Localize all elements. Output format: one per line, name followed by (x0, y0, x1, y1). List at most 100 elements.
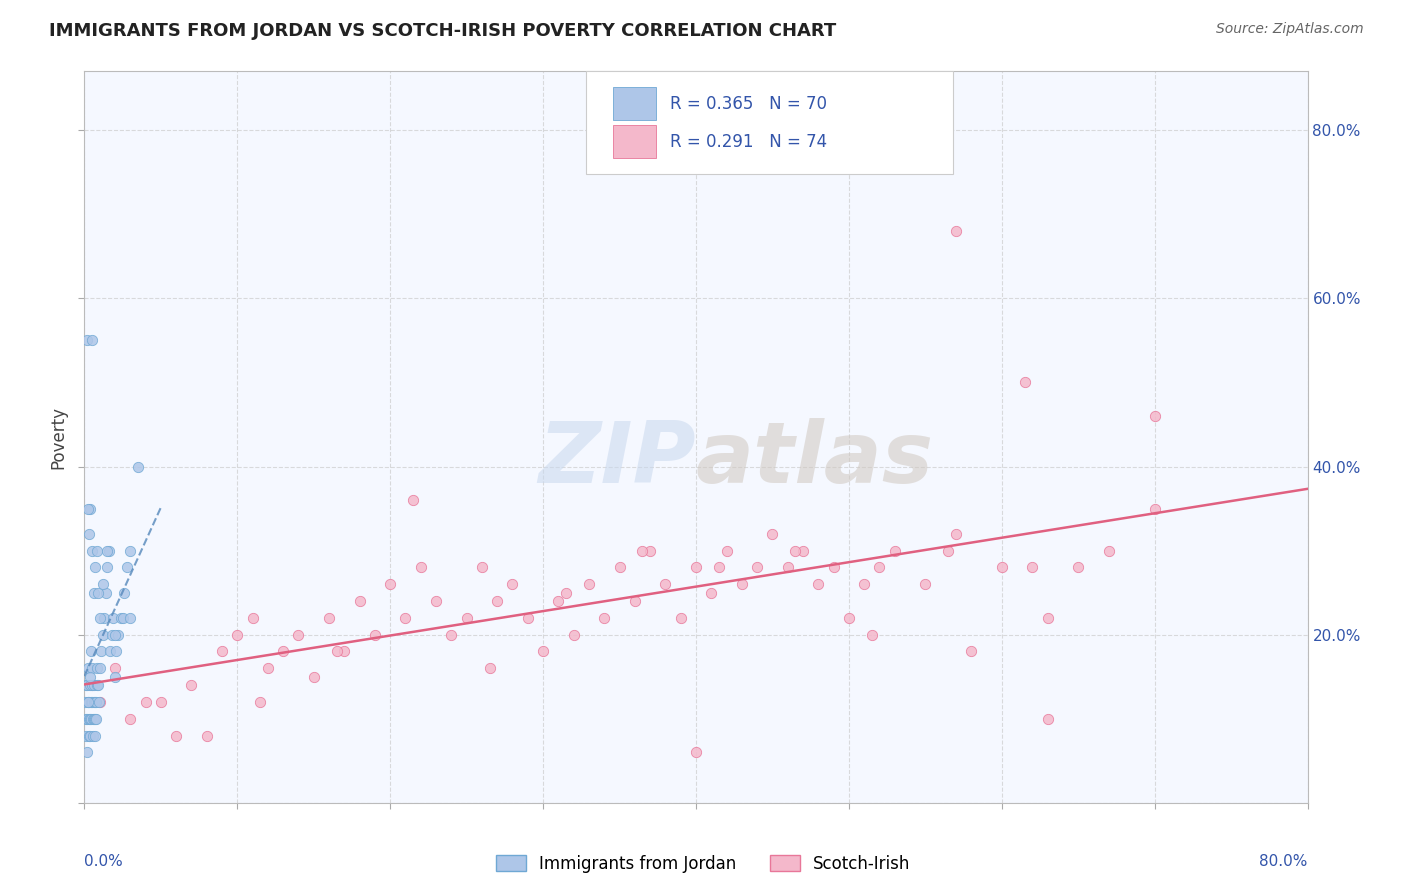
Text: R = 0.291   N = 74: R = 0.291 N = 74 (671, 133, 827, 151)
Point (700, 585, 723, 599)
Point (115, 560, 138, 574)
Point (380, 577, 402, 591)
Point (77, 695, 100, 709)
Point (471, 560, 494, 574)
Point (103, 611, 125, 625)
Legend: Immigrants from Jordan, Scotch-Irish: Immigrants from Jordan, Scotch-Irish (489, 848, 917, 880)
Point (685, 745, 707, 759)
Point (1067, 560, 1090, 574)
Point (785, 543, 807, 558)
Point (87, 695, 110, 709)
Point (578, 577, 600, 591)
Point (97, 543, 120, 558)
Point (1098, 543, 1121, 558)
Point (84, 712, 107, 726)
Point (80, 678, 103, 692)
Point (83, 712, 105, 726)
Point (87, 585, 110, 599)
Point (593, 611, 616, 625)
Point (79, 729, 101, 743)
Point (120, 543, 142, 558)
Point (91, 627, 114, 641)
Point (180, 678, 202, 692)
Point (1014, 376, 1036, 390)
Point (94, 585, 117, 599)
Point (945, 224, 967, 238)
Point (211, 644, 233, 658)
Point (349, 594, 371, 608)
Point (486, 594, 509, 608)
Point (98, 644, 121, 658)
Point (631, 543, 654, 558)
Point (936, 543, 959, 558)
Point (110, 611, 132, 625)
Point (80, 678, 103, 692)
Point (82, 695, 104, 709)
Point (302, 670, 325, 684)
Point (77, 501, 100, 516)
Point (257, 661, 280, 675)
Point (76, 712, 98, 726)
Point (226, 627, 249, 641)
Point (86, 661, 108, 675)
Point (555, 585, 578, 599)
Point (456, 611, 478, 625)
Text: atlas: atlas (696, 417, 934, 500)
Point (761, 526, 783, 541)
Point (425, 594, 447, 608)
Point (478, 661, 501, 675)
Point (609, 560, 631, 574)
Point (76, 661, 98, 675)
Point (77, 729, 100, 743)
Point (127, 459, 149, 474)
Text: 80.0%: 80.0% (1260, 854, 1308, 869)
Point (853, 577, 876, 591)
Point (89, 611, 111, 625)
Point (79, 712, 101, 726)
Point (104, 670, 127, 684)
Point (77, 526, 100, 541)
Y-axis label: Poverty: Poverty (49, 406, 67, 468)
FancyBboxPatch shape (586, 71, 953, 174)
Point (96, 543, 118, 558)
Point (107, 627, 129, 641)
Point (84, 695, 107, 709)
Point (1143, 409, 1166, 423)
Point (75, 712, 97, 726)
Point (716, 543, 738, 558)
Point (76, 334, 98, 348)
Point (77, 712, 100, 726)
Point (242, 611, 264, 625)
Point (120, 611, 142, 625)
Point (707, 560, 730, 574)
Point (83, 585, 105, 599)
Point (823, 560, 845, 574)
Point (89, 695, 111, 709)
Point (195, 729, 218, 743)
Point (91, 577, 114, 591)
Point (531, 644, 554, 658)
Point (77, 695, 100, 709)
Point (838, 611, 860, 625)
Point (333, 644, 356, 658)
Point (960, 644, 983, 658)
Point (364, 627, 387, 641)
Point (83, 695, 105, 709)
Point (86, 678, 108, 692)
Point (135, 695, 157, 709)
Point (731, 577, 754, 591)
Point (80, 644, 103, 658)
Point (394, 611, 416, 625)
Point (547, 594, 569, 608)
Text: 0.0%: 0.0% (84, 854, 124, 869)
Point (638, 543, 661, 558)
Point (502, 577, 524, 591)
Point (84, 729, 107, 743)
Point (80, 712, 103, 726)
Point (402, 493, 425, 508)
Point (82, 712, 104, 726)
Point (75, 678, 97, 692)
Point (776, 560, 799, 574)
Point (271, 644, 294, 658)
Point (75, 695, 97, 709)
